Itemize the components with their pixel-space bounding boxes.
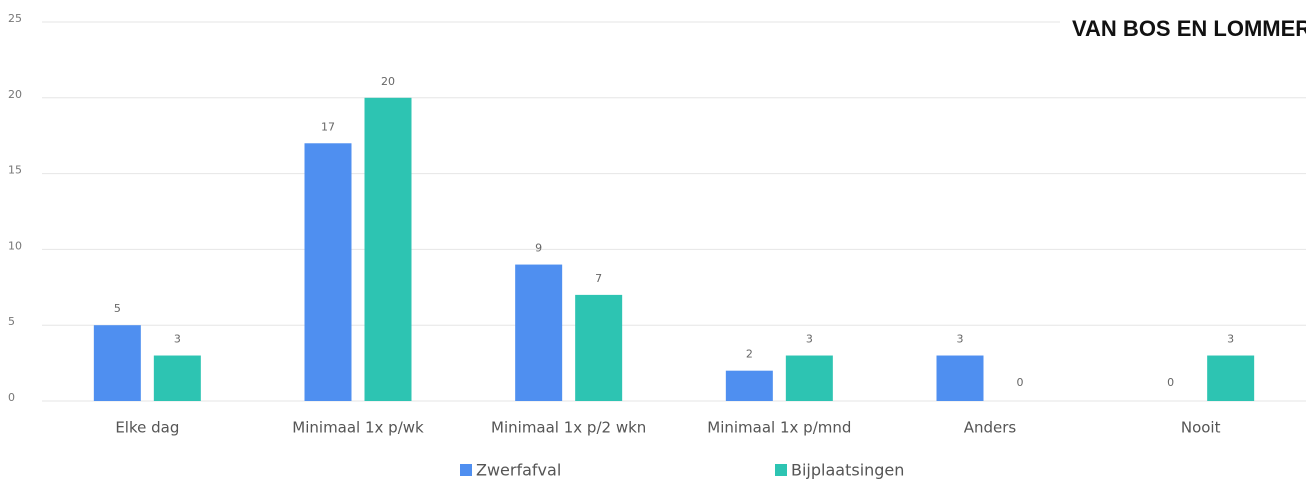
value-label: 17: [321, 120, 335, 133]
value-label: 3: [806, 333, 813, 346]
value-label: 5: [114, 302, 121, 315]
x-tick-label: Anders: [964, 419, 1017, 437]
y-tick-label: 15: [8, 164, 22, 177]
bar: [575, 294, 623, 401]
x-tick-label: Elke dag: [115, 419, 179, 437]
legend-label: Bijplaatsingen: [791, 461, 904, 480]
logo-bg: [1060, 0, 1306, 50]
value-label: 7: [595, 272, 602, 285]
bar: [725, 370, 773, 401]
bar: [936, 355, 984, 401]
bar: [304, 143, 352, 401]
value-label: 3: [1227, 333, 1234, 346]
logo-text: VAN BOS EN LOMMER: [1072, 16, 1306, 41]
x-tick-label: Minimaal 1x p/wk: [292, 419, 424, 437]
value-label: 3: [174, 333, 181, 346]
value-label: 3: [957, 333, 964, 346]
bar: [364, 97, 412, 402]
value-label: 20: [381, 75, 395, 88]
legend-swatch: [460, 464, 472, 476]
legend-swatch: [775, 464, 787, 476]
x-tick-label: Minimaal 1x p/mnd: [707, 419, 851, 437]
bar: [515, 264, 563, 401]
bar: [785, 355, 833, 401]
value-label: 0: [1167, 376, 1174, 389]
bar: [93, 325, 141, 401]
value-label: 0: [1017, 376, 1024, 389]
legend-label: Zwerfafval: [476, 461, 561, 480]
x-tick-label: Minimaal 1x p/2 wkn: [491, 419, 646, 437]
bar: [153, 355, 201, 401]
y-tick-label: 25: [8, 12, 22, 25]
y-tick-label: 0: [8, 391, 15, 404]
bar: [1207, 355, 1255, 401]
value-label: 2: [746, 348, 753, 361]
y-tick-label: 10: [8, 239, 22, 252]
value-label: 9: [535, 242, 542, 255]
y-tick-label: 5: [8, 315, 15, 328]
x-tick-label: Nooit: [1181, 419, 1221, 437]
y-tick-label: 20: [8, 88, 22, 101]
